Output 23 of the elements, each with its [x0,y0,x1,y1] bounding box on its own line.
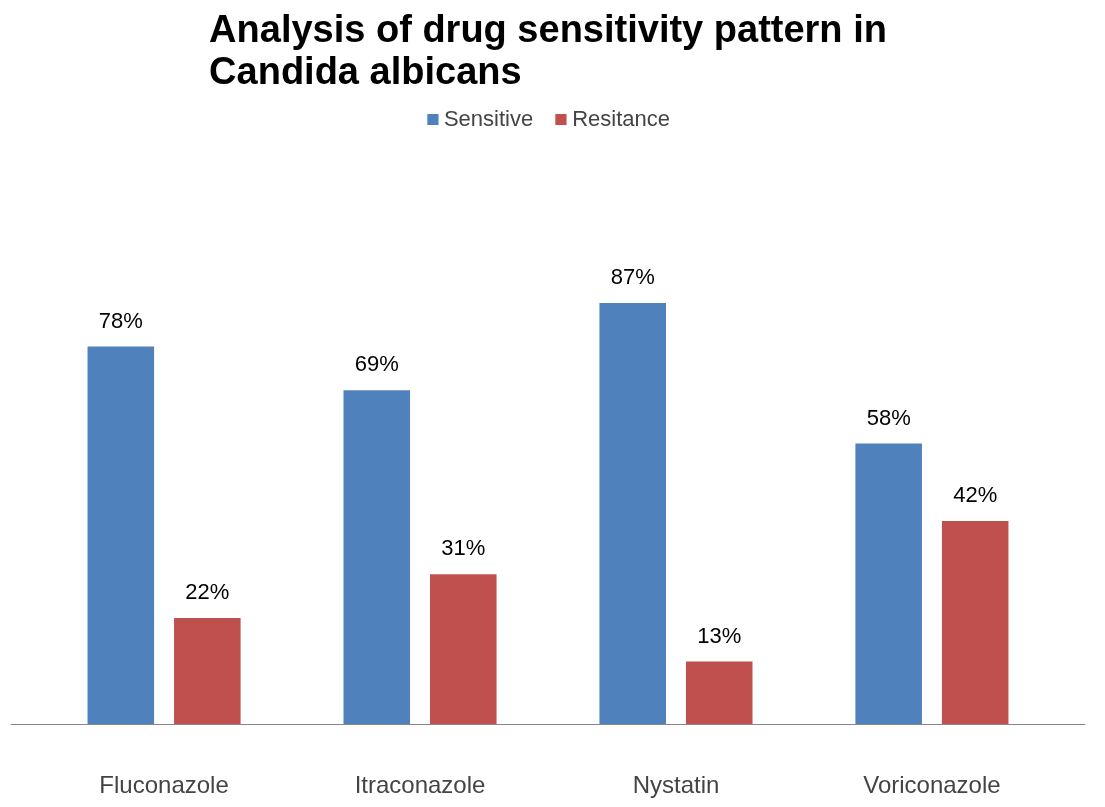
data-label: 87% [610,264,655,290]
bar [855,443,922,725]
chart-title: Analysis of drug sensitivity pattern in Candida albicans [209,7,887,92]
legend-label: Resitance [572,106,671,132]
x-tick-label: Fluconazole [99,770,229,798]
data-label: 58% [866,404,911,430]
x-tick-label: Nystatin [632,770,720,798]
x-tick-label: Itraconazole [354,770,486,798]
bar [430,574,497,725]
data-label: 78% [98,307,143,333]
data-label: 22% [185,578,230,604]
data-label: 31% [441,535,486,561]
data-label: 13% [697,622,742,648]
bar [941,521,1009,725]
bar [685,661,753,725]
data-label: 42% [953,482,998,508]
bar [343,390,411,725]
x-tick-label: Voriconazole [863,770,1001,798]
bar [174,617,241,725]
bar [87,346,155,725]
bar [599,303,666,725]
legend-label: Sensitive [443,106,534,132]
data-label: 69% [354,351,399,377]
